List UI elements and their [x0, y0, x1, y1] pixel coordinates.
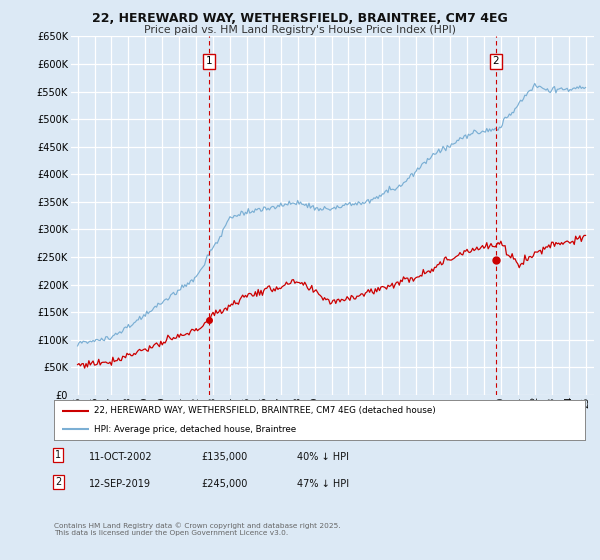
- Text: 22, HEREWARD WAY, WETHERSFIELD, BRAINTREE, CM7 4EG (detached house): 22, HEREWARD WAY, WETHERSFIELD, BRAINTRE…: [94, 407, 436, 416]
- Text: HPI: Average price, detached house, Braintree: HPI: Average price, detached house, Brai…: [94, 424, 296, 433]
- Text: 47% ↓ HPI: 47% ↓ HPI: [297, 479, 349, 489]
- Text: 2: 2: [55, 477, 61, 487]
- Text: 11-OCT-2002: 11-OCT-2002: [89, 452, 152, 462]
- Text: 12-SEP-2019: 12-SEP-2019: [89, 479, 151, 489]
- Text: 2: 2: [493, 57, 499, 67]
- Text: £135,000: £135,000: [201, 452, 247, 462]
- Text: Price paid vs. HM Land Registry's House Price Index (HPI): Price paid vs. HM Land Registry's House …: [144, 25, 456, 35]
- Text: £245,000: £245,000: [201, 479, 247, 489]
- Text: 1: 1: [55, 450, 61, 460]
- Text: 1: 1: [206, 57, 212, 67]
- Text: 40% ↓ HPI: 40% ↓ HPI: [297, 452, 349, 462]
- Text: 22, HEREWARD WAY, WETHERSFIELD, BRAINTREE, CM7 4EG: 22, HEREWARD WAY, WETHERSFIELD, BRAINTRE…: [92, 12, 508, 25]
- Text: Contains HM Land Registry data © Crown copyright and database right 2025.
This d: Contains HM Land Registry data © Crown c…: [54, 522, 341, 535]
